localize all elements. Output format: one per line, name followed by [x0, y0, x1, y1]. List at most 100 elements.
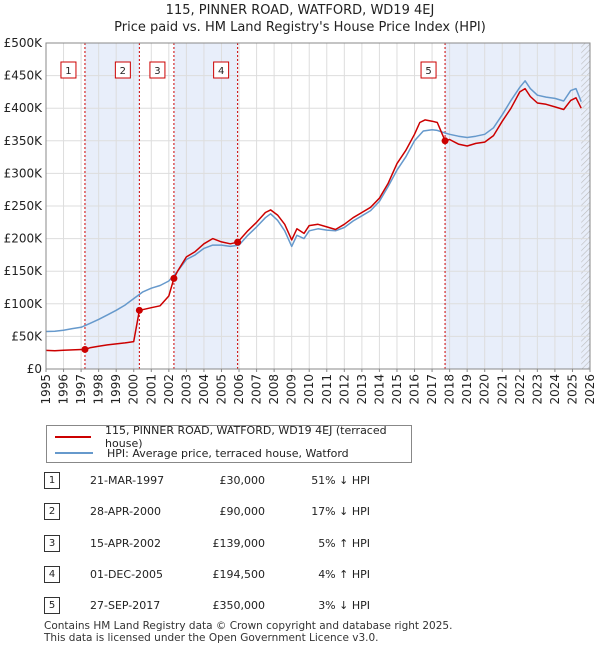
- x-tick-label: 2002: [162, 374, 176, 405]
- sale-label-box: [114, 61, 131, 79]
- sale-price: £350,000: [212, 599, 266, 612]
- x-tick-label: 2026: [583, 374, 597, 405]
- x-tick-label: 2025: [565, 374, 579, 405]
- x-tick-label: 2022: [513, 374, 527, 405]
- x-tick-label: 2000: [127, 374, 141, 405]
- x-tick-label: 2019: [460, 374, 474, 405]
- sale-point: [234, 238, 242, 246]
- chart-title-block: 115, PINNER ROAD, WATFORD, WD19 4EJ Pric…: [0, 2, 600, 36]
- x-tick-label: 2017: [425, 374, 439, 405]
- x-tick-label: 1998: [92, 374, 106, 405]
- sale-date: 15-APR-2002: [90, 537, 162, 550]
- y-tick-label: £150K: [4, 264, 44, 278]
- y-tick-label: £100K: [4, 297, 44, 311]
- x-tick-label: 2014: [372, 374, 386, 405]
- x-tick-label: 2020: [478, 374, 492, 405]
- x-tick-label: 1996: [57, 374, 71, 405]
- sale-hpi-diff: 3% ↓ HPI: [318, 599, 370, 612]
- sale-label-box: [420, 61, 437, 79]
- sale-date: 01-DEC-2005: [90, 568, 164, 581]
- legend-entry-hpi: HPI: Average price, terraced house, Watf…: [55, 446, 349, 460]
- sale-label-2: 2: [114, 61, 131, 79]
- x-tick-label: 2006: [232, 374, 246, 405]
- chart-subtitle: Price paid vs. HM Land Registry's House …: [114, 20, 486, 35]
- sale-number-badge: 3: [44, 535, 60, 552]
- x-tick-label: 1997: [74, 374, 88, 405]
- sale-label-text: 1: [65, 66, 71, 77]
- y-tick-label: £500K: [4, 36, 44, 50]
- legend-line-hpi: [55, 452, 93, 454]
- x-tick-label: 2009: [285, 374, 299, 405]
- x-tick-label: 2015: [390, 374, 404, 405]
- sale-hpi-diff: 4% ↑ HPI: [318, 568, 370, 581]
- x-tick-label: 2005: [214, 374, 228, 405]
- x-tick-label: 2007: [250, 374, 264, 405]
- y-tick-label: £300K: [4, 166, 44, 180]
- sale-row: 4 01-DEC-2005 £194,500 4% ↑ HPI: [0, 564, 600, 584]
- sale-hpi-diff: 51% ↓ HPI: [311, 474, 370, 487]
- y-tick-label: £400K: [4, 101, 44, 115]
- chart-title: 115, PINNER ROAD, WATFORD, WD19 4EJ: [165, 3, 435, 18]
- sale-date: 27-SEP-2017: [90, 599, 161, 612]
- price-chart: 1 2 3 4 5 £0 £50K £100K £150K £200K £250K £300K £350…: [4, 36, 597, 405]
- sale-label-box: [213, 61, 230, 79]
- y-tick-label: £450K: [4, 69, 44, 83]
- sale-date: 28-APR-2000: [90, 505, 162, 518]
- legend-entry-property: 115, PINNER ROAD, WATFORD, WD19 4EJ (ter…: [55, 424, 411, 450]
- sale-row: 2 28-APR-2000 £90,000 17% ↓ HPI: [0, 501, 600, 521]
- y-tick-label: £200K: [4, 232, 44, 246]
- sale-number-badge: 5: [44, 597, 60, 614]
- legend-line-property: [55, 436, 92, 438]
- x-tick-label: 2012: [337, 374, 351, 405]
- plot-border: [45, 42, 591, 370]
- legend-label-property: 115, PINNER ROAD, WATFORD, WD19 4EJ (ter…: [105, 424, 387, 450]
- sale-number-badge: 4: [44, 566, 60, 583]
- sale-label-5: 5: [420, 61, 437, 79]
- sale-price: £90,000: [219, 505, 266, 518]
- sale-point: [135, 306, 143, 314]
- x-tick-label: 2003: [179, 374, 193, 405]
- x-tick-label: 2008: [267, 374, 281, 405]
- sale-row: 1 21-MAR-1997 £30,000 51% ↓ HPI: [0, 470, 600, 490]
- y-tick-label: £350K: [4, 134, 44, 148]
- sale-label-4: 4: [213, 61, 230, 79]
- x-tick-label: 2024: [548, 374, 562, 405]
- sale-number-badge: 2: [44, 503, 60, 520]
- sale-point: [170, 274, 178, 282]
- sale-label-text: 5: [425, 66, 431, 77]
- sale-label-box: [60, 61, 77, 79]
- sale-row: 3 15-APR-2002 £139,000 5% ↑ HPI: [0, 533, 600, 553]
- x-tick-label: 2010: [302, 374, 316, 405]
- sale-row: 5 27-SEP-2017 £350,000 3% ↓ HPI: [0, 595, 600, 615]
- sale-number-badge: 1: [44, 472, 60, 489]
- x-tick-label: 2021: [495, 374, 509, 405]
- x-tick-label: 2023: [530, 374, 544, 405]
- sale-hpi-diff: 5% ↑ HPI: [318, 537, 370, 550]
- sale-hpi-diff: 17% ↓ HPI: [311, 505, 370, 518]
- hpi-line: [45, 80, 582, 333]
- sale-label-box: [149, 61, 166, 79]
- sale-point: [81, 345, 89, 353]
- legend-label-hpi: HPI: Average price, terraced house, Watf…: [107, 446, 349, 460]
- sale-price: £139,000: [212, 537, 266, 550]
- sale-label-text: 4: [218, 66, 224, 77]
- x-tick-label: 2004: [197, 374, 211, 405]
- sale-label-3: 3: [149, 61, 166, 79]
- chart-legend: 115, PINNER ROAD, WATFORD, WD19 4EJ (ter…: [46, 424, 412, 463]
- sale-point: [441, 137, 449, 145]
- x-tick-label: 1995: [39, 374, 53, 405]
- x-tick-label: 1999: [109, 374, 123, 405]
- sale-price: £194,500: [212, 568, 266, 581]
- x-tick-label: 2001: [144, 374, 158, 405]
- x-tick-label: 2011: [320, 374, 334, 405]
- sale-price: £30,000: [219, 474, 266, 487]
- licence-line: This data is licensed under the Open Gov…: [44, 632, 379, 644]
- sale-label-1: 1: [60, 61, 77, 79]
- x-tick-label: 2016: [408, 374, 422, 405]
- x-tick-label: 2013: [355, 374, 369, 405]
- attribution-footer: Contains HM Land Registry data © Crown c…: [44, 620, 452, 644]
- sale-date: 21-MAR-1997: [90, 474, 165, 487]
- y-tick-label: £0: [27, 362, 42, 376]
- sale-label-text: 3: [154, 66, 160, 77]
- y-tick-label: £250K: [4, 199, 44, 213]
